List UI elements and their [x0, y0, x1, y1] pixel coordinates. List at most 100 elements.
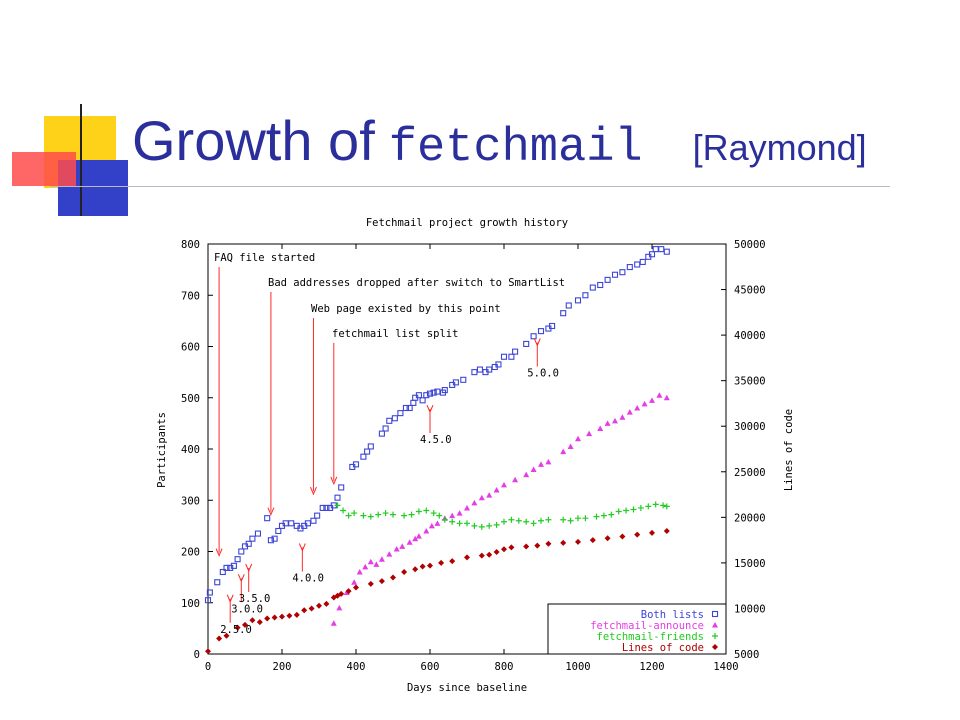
slide-title-text: Growth of	[132, 109, 375, 172]
annotation-arrowhead	[267, 507, 275, 516]
annotation-label: Web page existed by this point	[311, 303, 501, 315]
decor-red-bar	[12, 152, 76, 186]
y2-tick-label: 50000	[734, 239, 766, 251]
data-point	[345, 588, 352, 595]
data-point	[619, 269, 626, 276]
data-point	[323, 600, 330, 607]
data-point	[471, 522, 478, 529]
data-point	[323, 504, 330, 511]
data-point	[234, 556, 241, 563]
data-point	[242, 621, 248, 628]
data-point	[271, 535, 278, 542]
y2-tick-label: 35000	[734, 376, 766, 388]
data-point	[600, 512, 607, 519]
slide-title: Growth of fetchmail [Raymond]	[132, 108, 867, 175]
data-point	[219, 568, 226, 576]
x-tick-label: 600	[421, 661, 440, 673]
data-point	[206, 589, 213, 596]
data-point	[515, 517, 522, 524]
data-point	[234, 624, 241, 631]
annotation-label: 3.5.0	[239, 593, 271, 605]
legend-entry: Both lists	[641, 609, 704, 621]
data-point	[423, 528, 430, 534]
data-point	[486, 522, 493, 529]
data-point	[663, 248, 670, 255]
data-point	[619, 414, 626, 420]
data-point	[408, 511, 415, 518]
data-point	[386, 417, 393, 424]
data-point	[560, 310, 567, 317]
series-lines-of-code	[205, 528, 670, 655]
data-point	[415, 508, 422, 515]
data-point	[406, 539, 413, 545]
slide-title-code: fetchmail	[388, 122, 643, 175]
data-point	[523, 340, 530, 347]
data-point	[612, 417, 618, 424]
y-tick-label: 700	[181, 290, 200, 302]
data-point	[356, 569, 363, 575]
data-point	[567, 443, 574, 449]
series-both-lists	[204, 246, 670, 604]
data-point	[364, 448, 371, 455]
data-point	[419, 397, 426, 404]
annotation-label: 2.5.0	[220, 624, 252, 636]
data-point	[271, 614, 278, 621]
decor-vertical-line	[80, 104, 82, 216]
data-point	[351, 510, 358, 517]
data-point	[560, 448, 567, 455]
data-point	[537, 328, 545, 335]
data-point	[367, 443, 374, 450]
data-point	[597, 281, 604, 289]
data-point	[375, 511, 382, 518]
data-point	[378, 578, 385, 585]
data-point	[438, 559, 445, 566]
data-point	[575, 515, 581, 522]
data-point	[523, 518, 530, 525]
legend-box	[547, 603, 727, 655]
data-point	[460, 376, 467, 383]
annotation-arrowhead	[330, 476, 338, 486]
data-point	[423, 507, 430, 514]
annotation-label: 5.0.0	[527, 368, 559, 380]
data-point	[648, 251, 656, 258]
data-point	[626, 409, 633, 415]
data-point	[560, 539, 567, 546]
data-point	[652, 501, 659, 508]
data-point	[427, 562, 433, 569]
data-point	[501, 518, 507, 525]
data-point	[216, 635, 223, 642]
legend-marker	[712, 644, 718, 650]
data-point	[615, 508, 622, 515]
data-point	[500, 353, 508, 360]
data-point	[663, 394, 670, 401]
data-point	[652, 246, 659, 253]
data-point	[378, 556, 385, 562]
y-tick-label: 100	[181, 598, 200, 610]
data-point	[508, 544, 515, 551]
data-point	[493, 487, 500, 493]
axis-ticks: 0 200 400 600 800 1000 1200 1400 0 100 200 300 400 50…	[181, 239, 766, 673]
series-fetchmail-friends	[334, 501, 670, 530]
data-point	[582, 515, 589, 522]
data-point	[336, 604, 343, 611]
data-point	[538, 461, 544, 467]
data-point	[634, 261, 641, 268]
data-point	[508, 353, 515, 360]
data-point	[264, 615, 271, 622]
annotation-arrowhead	[237, 574, 245, 583]
data-point	[449, 558, 456, 565]
slide-title-citation: [Raymond]	[692, 127, 867, 168]
data-point	[597, 425, 604, 431]
data-point	[345, 512, 352, 519]
data-point	[560, 516, 567, 523]
annotation-label: 4.0.0	[292, 573, 324, 585]
data-point	[382, 425, 389, 432]
y2-tick-label: 40000	[734, 330, 766, 342]
data-point	[360, 512, 367, 519]
data-point	[589, 284, 596, 291]
data-point	[501, 546, 507, 553]
legend-entry: fetchmail-friends	[597, 631, 704, 643]
data-point	[456, 510, 463, 516]
annotation-arrowhead	[215, 548, 223, 557]
data-point	[402, 404, 410, 412]
